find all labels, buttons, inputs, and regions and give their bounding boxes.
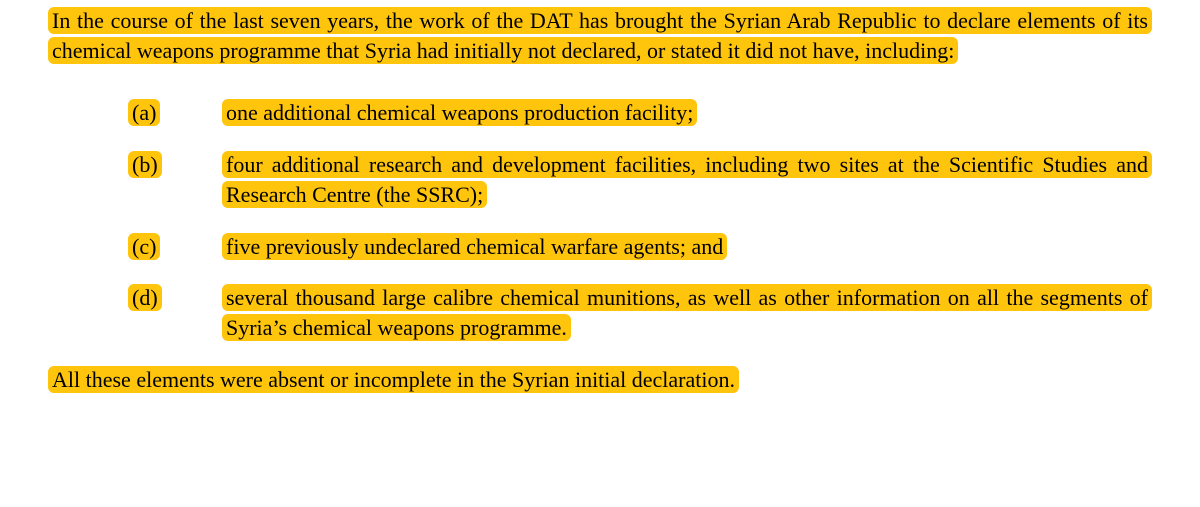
list-text-col: several thousand large calibre chemical …: [222, 283, 1152, 343]
list-item: (b) four additional research and develop…: [128, 150, 1152, 210]
list-text: several thousand large calibre chemical …: [222, 284, 1152, 341]
intro-paragraph: In the course of the last seven years, t…: [48, 6, 1152, 66]
list-marker-col: (a): [128, 98, 222, 128]
list-text: one additional chemical weapons producti…: [222, 99, 697, 126]
list-marker-col: (d): [128, 283, 222, 313]
list-marker: (c): [128, 233, 160, 260]
list-text: four additional research and development…: [222, 151, 1152, 208]
list-text: five previously undeclared chemical warf…: [222, 233, 727, 260]
closing-text: All these elements were absent or incomp…: [48, 366, 739, 393]
closing-paragraph: All these elements were absent or incomp…: [48, 365, 1152, 395]
list-text-col: one additional chemical weapons producti…: [222, 98, 1152, 128]
list-marker: (b): [128, 151, 162, 178]
document-excerpt: In the course of the last seven years, t…: [0, 0, 1200, 507]
intro-text: In the course of the last seven years, t…: [48, 7, 1152, 64]
enumerated-list: (a) one additional chemical weapons prod…: [48, 98, 1152, 343]
list-item: (a) one additional chemical weapons prod…: [128, 98, 1152, 128]
list-marker-col: (b): [128, 150, 222, 180]
list-marker: (a): [128, 99, 160, 126]
list-text-col: five previously undeclared chemical warf…: [222, 232, 1152, 262]
list-marker-col: (c): [128, 232, 222, 262]
list-marker: (d): [128, 284, 162, 311]
list-text-col: four additional research and development…: [222, 150, 1152, 210]
list-item: (d) several thousand large calibre chemi…: [128, 283, 1152, 343]
list-item: (c) five previously undeclared chemical …: [128, 232, 1152, 262]
